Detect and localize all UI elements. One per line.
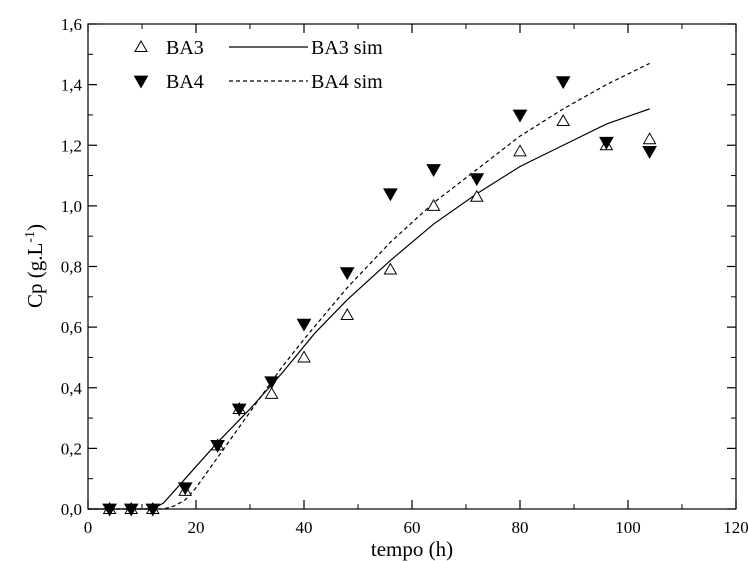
ba4-point <box>296 318 312 332</box>
ba4-point <box>383 188 398 202</box>
ba3-point <box>264 386 279 399</box>
x-axis-title: tempo (h) <box>371 537 453 561</box>
axis-ticks: 0 20 40 60 80 100 120 0,0 0,2 0,4 0,6 0,8 1,0 1,2 1,4 1… <box>61 15 748 537</box>
y-axis-title-main: Cp (g.L <box>23 243 47 308</box>
legend-label-ba4-sim: BA4 sim <box>311 71 383 93</box>
x-tick-label: 120 <box>723 518 748 537</box>
y-tick-label: 0,6 <box>61 318 82 337</box>
ba3-sim-line <box>88 108 650 510</box>
x-tick-label: 80 <box>512 518 529 537</box>
ba4-sim-line <box>88 62 650 510</box>
y-tick-label: 0,8 <box>61 258 82 277</box>
plot-frame <box>87 23 737 510</box>
ba4-point <box>469 173 485 187</box>
y-axis-title-end: ) <box>23 224 47 231</box>
legend-label-ba3-sim: BA3 sim <box>311 37 383 59</box>
ba3-point <box>469 189 484 202</box>
ba3-point <box>556 113 571 126</box>
series-ba3-sim <box>88 108 650 510</box>
y-axis-title: Cp (g.L-1) <box>23 224 47 308</box>
ba3-point <box>340 307 355 320</box>
y-tick-label: 1,6 <box>61 15 82 34</box>
ba4-point <box>145 503 161 517</box>
series-layer <box>88 62 657 517</box>
legend-label-ba4: BA4 <box>166 71 204 93</box>
y-axis-title-sup: -1 <box>23 231 38 243</box>
ba4-point <box>231 403 247 417</box>
ba3-point <box>426 198 441 211</box>
ba4-point <box>599 136 614 150</box>
legend: BA3 BA3 sim BA4 BA4 sim <box>133 37 383 93</box>
series-ba4 <box>102 76 657 517</box>
ba4-point <box>512 109 528 123</box>
y-tick-label: 1,4 <box>61 76 83 95</box>
series-ba4-sim <box>88 62 650 510</box>
ba4-point <box>177 482 193 496</box>
ba3-point <box>513 144 527 157</box>
ba4-point <box>210 439 225 453</box>
series-ba3 <box>102 113 657 514</box>
ba3-point <box>383 262 398 275</box>
y-tick-label: 0,2 <box>61 439 82 458</box>
x-tick-label: 60 <box>404 518 421 537</box>
x-tick-label: 0 <box>84 518 93 537</box>
y-tick-label: 1,0 <box>61 197 82 216</box>
ba4-point <box>102 503 117 517</box>
y-tick-label: 1,2 <box>61 136 82 155</box>
legend-marker-ba3 <box>134 39 148 52</box>
ba4-point <box>555 76 571 90</box>
y-tick-label: 0,4 <box>61 379 83 398</box>
ba4-point <box>642 145 657 159</box>
ba4-point <box>426 164 441 178</box>
ba3-point <box>297 350 311 363</box>
ba4-point <box>339 267 355 281</box>
legend-label-ba3: BA3 <box>166 37 204 59</box>
y-tick-label: 0,0 <box>61 500 82 519</box>
x-tick-label: 100 <box>615 518 641 537</box>
x-tick-label: 20 <box>188 518 205 537</box>
x-tick-label: 40 <box>296 518 313 537</box>
ba4-point <box>264 376 279 390</box>
ba4-point <box>123 503 139 517</box>
legend-marker-ba4 <box>133 75 149 89</box>
ba3-point <box>642 132 657 145</box>
